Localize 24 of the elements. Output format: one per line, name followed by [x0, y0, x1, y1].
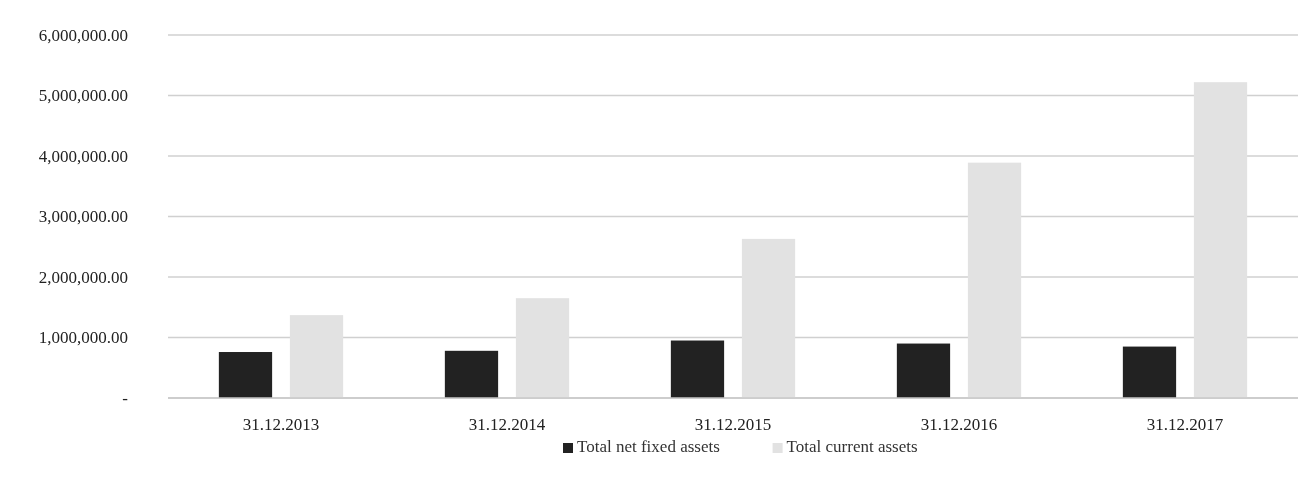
bar [967, 162, 1022, 398]
y-tick-label: - [122, 388, 129, 408]
y-tick-label: 4,000,000.00 [38, 146, 128, 166]
y-tick-label: 3,000,000.00 [38, 207, 128, 227]
bar [218, 352, 273, 398]
y-tick-label: 5,000,000.00 [38, 86, 128, 106]
bar [289, 315, 344, 398]
y-tick-label: 6,000,000.00 [38, 25, 128, 45]
bar [670, 340, 725, 398]
bar [515, 298, 570, 398]
x-tick-label: 31.12.2016 [920, 415, 998, 434]
bar [1122, 346, 1177, 398]
x-tick-label: 31.12.2017 [1146, 415, 1224, 434]
legend-label: Total net fixed assets [577, 437, 720, 456]
y-tick-label: 1,000,000.00 [38, 328, 128, 348]
bar [741, 238, 796, 398]
y-tick-label: 2,000,000.00 [38, 267, 128, 287]
x-tick-label: 31.12.2015 [694, 415, 772, 434]
bar [444, 350, 499, 398]
legend-label: Total current assets [786, 437, 918, 456]
bar [1193, 82, 1248, 398]
bar [896, 343, 951, 398]
x-tick-label: 31.12.2014 [468, 415, 546, 434]
x-tick-label: 31.12.2013 [242, 415, 320, 434]
